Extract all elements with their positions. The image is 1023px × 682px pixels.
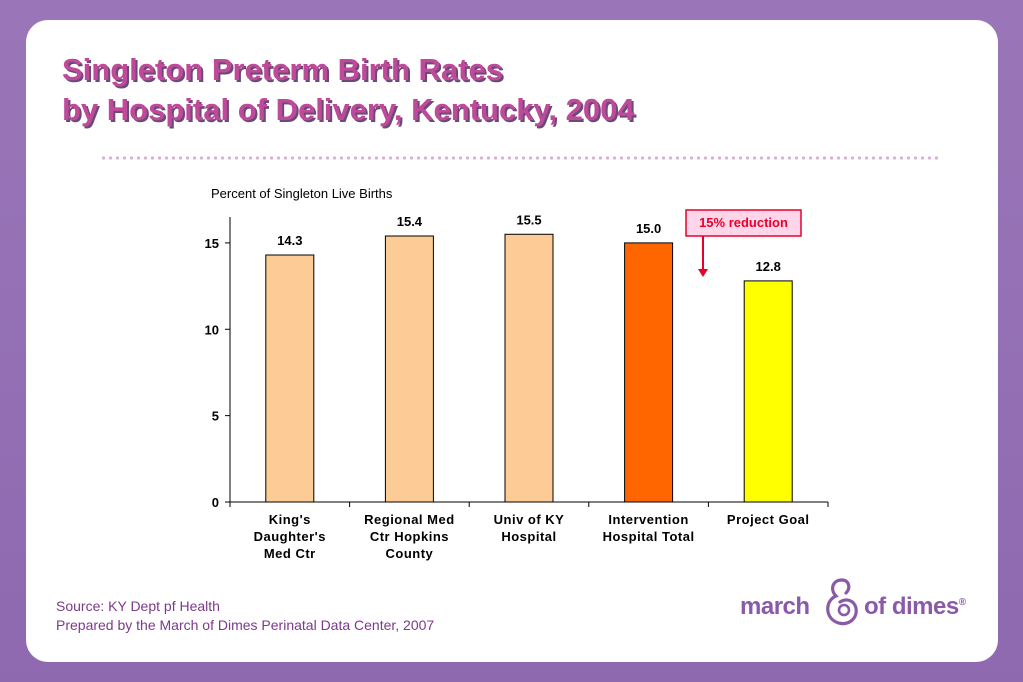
x-category-label: Hospital Total — [603, 529, 695, 544]
annotation-label: 15% reduction — [699, 215, 788, 230]
logo-text-of-dimes: of dimes® — [864, 593, 966, 621]
y-tick-label: 10 — [205, 322, 219, 337]
bar-value-label: 15.5 — [516, 212, 541, 227]
x-category-label: King's — [269, 512, 311, 527]
x-category-label: Ctr Hopkins — [370, 529, 449, 544]
bar — [624, 242, 674, 503]
y-axis-label: Percent of Singleton Live Births — [211, 186, 393, 201]
logo-of-dimes-label: of dimes — [864, 593, 959, 620]
logo-mother-baby-icon — [826, 578, 858, 626]
y-tick-label: 15 — [205, 236, 219, 251]
bar-value-label: 15.0 — [636, 221, 661, 236]
x-category-label: County — [386, 546, 434, 561]
march-of-dimes-logo: march of dimes® — [738, 576, 973, 632]
title-line-1: Singleton Preterm Birth Rates — [62, 52, 503, 87]
x-category-label: Univ of KY — [494, 512, 565, 527]
source-note: Source: KY Dept pf Health Prepared by th… — [56, 597, 434, 635]
dotted-divider — [100, 156, 942, 160]
x-category-label: Med Ctr — [264, 546, 316, 561]
bar — [384, 235, 434, 503]
y-tick-label: 5 — [212, 409, 219, 424]
bar-value-label: 14.3 — [277, 233, 302, 248]
bar-value-label: 15.4 — [397, 214, 423, 229]
x-category-label: Intervention — [608, 512, 688, 527]
bar — [504, 233, 554, 503]
x-category-label: Regional Med — [364, 512, 455, 527]
x-category-label: Daughter's — [254, 529, 326, 544]
annotation-box — [685, 209, 802, 237]
bar-value-label: 12.8 — [756, 259, 781, 274]
title-line-2: by Hospital of Delivery, Kentucky, 2004 — [62, 92, 635, 127]
source-line-2: Prepared by the March of Dimes Perinatal… — [56, 617, 435, 633]
logo-text-march: march — [740, 593, 810, 620]
bar — [265, 254, 315, 503]
x-category-label: Project Goal — [727, 512, 810, 527]
registered-mark: ® — [958, 597, 966, 608]
source-line-1: Source: KY Dept pf Health — [56, 598, 220, 614]
annotation-arrow-head — [698, 269, 708, 277]
slide-title: Singleton Preterm Birth Rates by Hospita… — [62, 50, 635, 130]
x-category-label: Hospital — [501, 529, 556, 544]
y-tick-label: 0 — [212, 495, 219, 510]
bar — [743, 280, 793, 503]
